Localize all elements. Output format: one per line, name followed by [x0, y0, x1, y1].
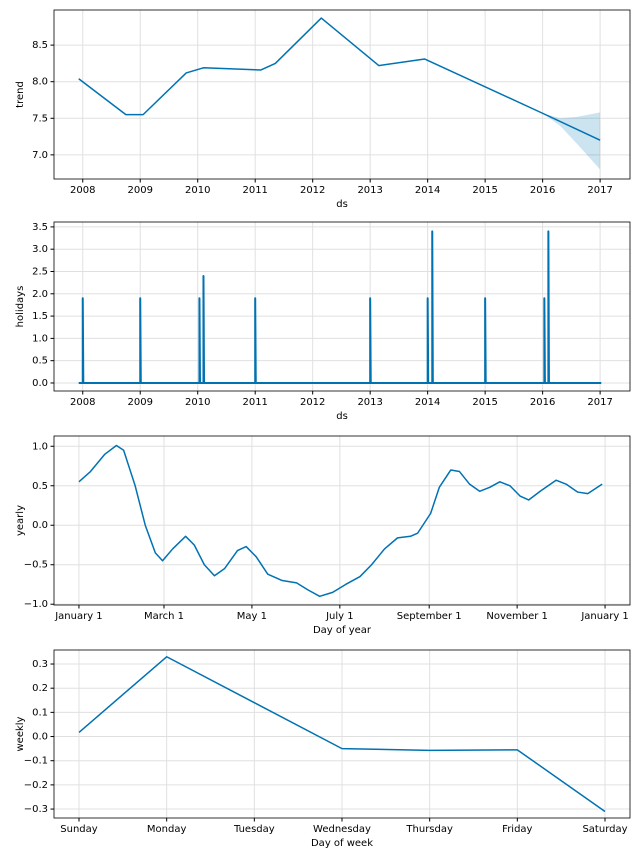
- line: [78, 17, 601, 141]
- line: [78, 656, 606, 813]
- x-tick-label: Thursday: [405, 824, 453, 835]
- y-tick-label: 8.5: [32, 40, 48, 51]
- y-axis-label: trend: [15, 81, 26, 108]
- x-tick-label: Sunday: [60, 824, 97, 835]
- y-tick-label: 1.0: [32, 333, 48, 344]
- x-tick-label: 2008: [70, 397, 95, 408]
- y-tick-label: 1.0: [32, 441, 48, 452]
- x-tick-label: 2015: [472, 185, 497, 196]
- x-tick-label: 2012: [300, 185, 325, 196]
- y-tick-label: 0.0: [32, 520, 48, 531]
- x-tick-label: 2013: [357, 397, 382, 408]
- x-tick-label: 2009: [128, 397, 153, 408]
- y-tick-label: 0.0: [32, 378, 48, 389]
- y-tick-label: −0.1: [24, 756, 48, 767]
- plot-frame: [53, 9, 631, 180]
- x-axis-label: Day of week: [311, 838, 373, 849]
- x-tick-label: Wednesday: [313, 824, 371, 835]
- x-tick-label: 2014: [415, 185, 440, 196]
- x-tick-label: 2011: [242, 397, 267, 408]
- x-tick-label: 2008: [70, 185, 95, 196]
- y-tick-label: −0.3: [24, 804, 48, 815]
- x-tick-label: Friday: [502, 824, 532, 835]
- x-tick-label: September 1: [397, 611, 462, 622]
- y-tick-label: 0.0: [32, 732, 48, 743]
- x-tick-label: 2017: [587, 185, 612, 196]
- y-tick-label: 7.5: [32, 113, 48, 124]
- x-tick-label: 2011: [242, 185, 267, 196]
- y-tick-label: −1.0: [24, 599, 48, 610]
- y-tick-label: 2.5: [32, 266, 48, 277]
- x-tick-label: July 1: [325, 611, 354, 622]
- plot-frame: [53, 435, 631, 606]
- y-tick-label: 0.1: [32, 707, 48, 718]
- y-tick-label: −0.2: [24, 780, 48, 791]
- plot-frame: [53, 649, 631, 819]
- x-tick-label: 2016: [530, 185, 555, 196]
- x-tick-label: 2010: [185, 185, 210, 196]
- line: [78, 230, 602, 384]
- y-tick-label: 2.0: [32, 289, 48, 300]
- y-tick-label: 0.5: [32, 481, 48, 492]
- x-tick-label: 2017: [587, 397, 612, 408]
- y-axis-label: yearly: [15, 505, 26, 536]
- x-tick-label: January 1: [54, 611, 102, 622]
- y-tick-label: 0.2: [32, 683, 48, 694]
- y-tick-label: 1.5: [32, 311, 48, 322]
- y-axis-label: holidays: [15, 286, 26, 328]
- y-tick-label: 8.0: [32, 77, 48, 88]
- x-axis-label: ds: [336, 199, 348, 210]
- x-tick-label: Tuesday: [233, 824, 275, 835]
- y-tick-label: 3.5: [32, 222, 48, 233]
- x-tick-label: 2015: [472, 397, 497, 408]
- x-axis-label: ds: [336, 411, 348, 422]
- x-tick-label: November 1: [486, 611, 548, 622]
- x-tick-label: Saturday: [582, 824, 627, 835]
- x-tick-label: January 1: [580, 611, 628, 622]
- y-tick-label: 3.0: [32, 244, 48, 255]
- y-tick-label: −0.5: [24, 560, 48, 571]
- y-tick-label: 0.3: [32, 659, 48, 670]
- x-tick-label: 2014: [415, 397, 440, 408]
- x-tick-label: 2010: [185, 397, 210, 408]
- y-axis-label: weekly: [15, 716, 26, 751]
- x-tick-label: May 1: [237, 611, 267, 622]
- line: [78, 444, 603, 598]
- x-tick-label: Monday: [147, 824, 187, 835]
- x-tick-label: March 1: [144, 611, 184, 622]
- y-tick-label: 7.0: [32, 150, 48, 161]
- plot-frame: [53, 221, 631, 392]
- x-axis-label: Day of year: [313, 625, 372, 636]
- uncertainty-band: [542, 112, 601, 170]
- y-tick-label: 0.5: [32, 356, 48, 367]
- x-tick-label: 2016: [530, 397, 555, 408]
- x-tick-label: 2012: [300, 397, 325, 408]
- x-tick-label: 2013: [357, 185, 382, 196]
- x-tick-label: 2009: [128, 185, 153, 196]
